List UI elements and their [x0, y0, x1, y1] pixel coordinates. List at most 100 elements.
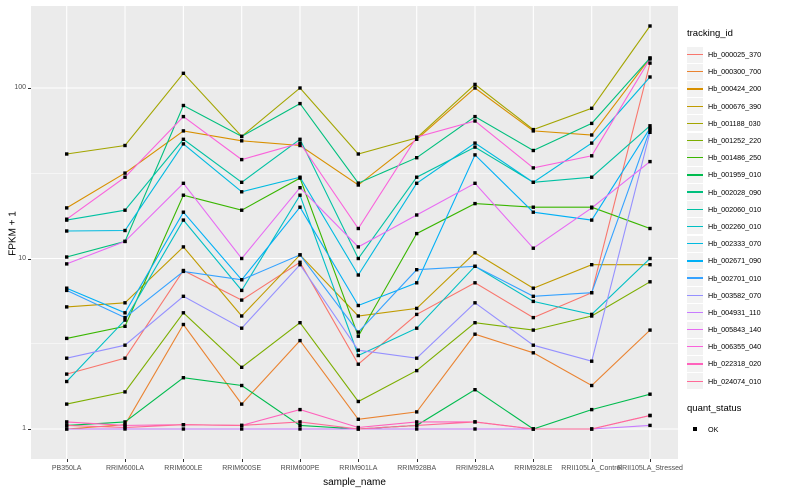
legend-key-line-icon [687, 252, 703, 269]
data-point [531, 286, 535, 290]
legend-item-label: Hb_002028_090 [708, 187, 762, 197]
data-point [590, 106, 594, 110]
data-point [123, 318, 127, 322]
data-point [356, 399, 360, 404]
x-tick-label: RRII105LA_Stressed [617, 465, 683, 472]
legend-key-line-icon [687, 46, 703, 63]
data-point [298, 263, 302, 267]
data-point [298, 427, 302, 431]
legend-item-label: Hb_004931_110 [708, 307, 761, 317]
data-point [531, 205, 535, 209]
data-point [123, 425, 127, 430]
y-tick-mark [28, 88, 31, 89]
data-point [590, 312, 594, 317]
data-point [123, 171, 127, 175]
data-point [356, 348, 360, 352]
x-tick-label: RRIM600SE [222, 465, 262, 472]
data-point [648, 24, 652, 28]
data-point [356, 330, 360, 334]
data-point [531, 294, 535, 298]
legend-item: Hb_005843_140 [687, 321, 797, 338]
gridlines [31, 6, 678, 459]
data-point [531, 246, 535, 250]
data-point [65, 427, 69, 431]
data-point [473, 201, 477, 206]
x-tick-label: PB350LA [51, 465, 82, 472]
legend-item-label: Hb_001252_220 [708, 136, 762, 146]
legend-item: Hb_001188_030 [687, 115, 797, 132]
x-tick-mark [125, 459, 127, 462]
data-point [65, 288, 69, 293]
data-point [531, 427, 535, 431]
legend-item: Hb_000300_700 [687, 63, 797, 80]
legend-item-label: Hb_001959_010 [708, 170, 762, 180]
data-point [181, 129, 186, 133]
x-tick-mark [183, 459, 185, 462]
legend-key-line-icon [687, 166, 703, 183]
data-point [181, 114, 186, 119]
data-point [181, 269, 186, 274]
data-point [473, 251, 477, 255]
data-point [65, 255, 69, 259]
x-tick-label: RRIM600LA [105, 465, 145, 472]
data-point [356, 183, 360, 187]
data-point [65, 420, 69, 424]
data-point [648, 124, 652, 128]
legend-key-line-icon [687, 80, 703, 97]
data-point [123, 208, 127, 212]
data-point [356, 362, 360, 366]
data-point [531, 210, 535, 214]
data-point [181, 142, 186, 146]
legend-item: Hb_003582_070 [687, 287, 797, 304]
data-point [473, 145, 477, 149]
data-point [473, 301, 477, 305]
data-point [648, 423, 652, 428]
legend-item-label: Hb_002701_010 [708, 273, 762, 283]
data-point [356, 181, 360, 185]
data-point [590, 175, 594, 179]
data-point [240, 402, 244, 406]
y-tick-label: 10 [18, 254, 26, 262]
data-point [240, 180, 244, 184]
data-point [473, 82, 477, 87]
data-point [240, 427, 244, 431]
data-point [298, 253, 302, 257]
data-point [65, 356, 69, 360]
data-point [473, 332, 477, 336]
data-point [181, 423, 186, 427]
legend-key-line-icon [687, 201, 703, 218]
legend-item: Hb_002671_090 [687, 252, 797, 269]
data-point [65, 286, 69, 290]
data-point [356, 334, 360, 338]
legend-item: Hb_006355_040 [687, 338, 797, 355]
data-point [473, 141, 477, 145]
legend-key-line-icon [687, 373, 703, 390]
data-point [473, 388, 477, 392]
data-point [181, 193, 186, 197]
x-tick-label: RRII105LA_Control [561, 465, 623, 472]
legend-item: Hb_002028_090 [687, 184, 797, 201]
data-point [531, 351, 535, 355]
data-point [415, 427, 419, 431]
data-point [181, 137, 186, 141]
data-point [531, 148, 535, 153]
data-point [356, 273, 360, 277]
data-point [65, 402, 69, 406]
data-point [473, 427, 477, 431]
legend-key-line-icon [687, 149, 703, 166]
data-point [415, 368, 419, 373]
legend-key-line-icon [687, 218, 703, 235]
data-point [473, 420, 477, 424]
data-point [123, 343, 127, 347]
data-point [473, 86, 477, 90]
legend-title-tracking-id: tracking_id [687, 28, 733, 39]
x-tick-mark [300, 459, 302, 462]
x-tick-mark [416, 459, 418, 462]
data-point [65, 379, 69, 384]
data-point [590, 218, 594, 222]
x-tick-mark [475, 459, 476, 462]
data-point [298, 193, 302, 197]
data-point [181, 376, 186, 380]
data-point [240, 365, 244, 369]
